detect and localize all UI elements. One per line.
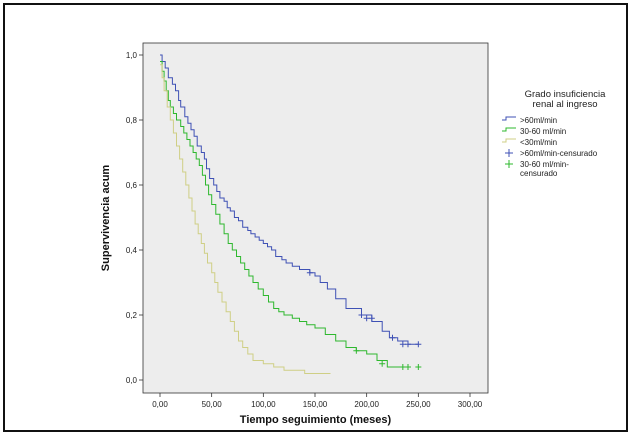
legend-label: 30-60 ml/min	[520, 127, 566, 136]
legend-label: 30-60 ml/min-	[520, 160, 569, 169]
x-tick-label: 50,00	[202, 400, 223, 409]
censored-markers	[306, 269, 422, 370]
survival-chart: 0,0 0,2 0,4 0,6 0,8 1,0 0,00 50,00 100,00 150,00…	[100, 42, 606, 426]
series-line-2	[160, 64, 331, 374]
censored-marker	[363, 315, 370, 322]
series-lines	[160, 54, 419, 374]
y-tick-label: 1,0	[126, 51, 138, 60]
legend-title: renal al ingreso	[533, 99, 598, 110]
y-tick-label: 0,8	[126, 116, 138, 125]
censored-marker	[399, 341, 406, 348]
legend-item: <30ml/min	[502, 138, 557, 147]
legend-label: >60ml/min	[520, 116, 557, 125]
y-axis: 0,0 0,2 0,4 0,6 0,8 1,0	[126, 51, 143, 385]
censored-marker	[306, 269, 313, 276]
legend-item: 30-60 ml/min	[502, 127, 566, 136]
legend-label: >60ml/min-censurado	[520, 149, 598, 158]
x-tick-label: 100,00	[251, 400, 276, 409]
censored-marker	[415, 341, 422, 348]
chart-frame: 0,0 0,2 0,4 0,6 0,8 1,0 0,00 50,00 100,00 150,00…	[3, 3, 628, 432]
x-tick-label: 200,00	[354, 400, 379, 409]
censored-marker	[415, 364, 422, 370]
legend-label: <30ml/min	[520, 138, 557, 147]
censored-marker	[368, 315, 375, 322]
y-tick-label: 0,4	[126, 246, 138, 255]
legend-label: censurado	[520, 169, 558, 178]
y-axis-title: Supervivencia acum	[100, 165, 112, 272]
series-line-1	[160, 61, 408, 368]
legend-item: >60ml/min-censurado	[505, 149, 598, 158]
plot-area	[142, 42, 489, 394]
censored-marker	[389, 334, 396, 341]
legend-item: >60ml/min	[502, 116, 557, 125]
legend-title: Grado insuficiencia	[525, 89, 607, 100]
censored-marker	[379, 360, 386, 367]
x-tick-label: 150,00	[303, 400, 328, 409]
y-tick-label: 0,6	[126, 181, 138, 190]
y-tick-label: 0,0	[126, 376, 138, 385]
censored-marker	[353, 347, 360, 354]
legend-item: 30-60 ml/min-censurado	[505, 160, 569, 178]
y-tick-label: 0,2	[126, 311, 138, 320]
x-tick-label: 250,00	[406, 400, 431, 409]
x-tick-label: 0,00	[152, 400, 168, 409]
censored-marker	[405, 364, 411, 370]
series-line-0	[160, 54, 419, 345]
x-tick-label: 300,00	[458, 400, 483, 409]
censored-marker	[358, 312, 365, 318]
censored-marker	[399, 364, 406, 370]
censored-marker	[405, 341, 411, 348]
x-axis-title: Tiempo seguimiento (meses)	[240, 414, 392, 426]
x-axis: 0,00 50,00 100,00 150,00 200,00 250,00 300,00	[152, 393, 483, 409]
